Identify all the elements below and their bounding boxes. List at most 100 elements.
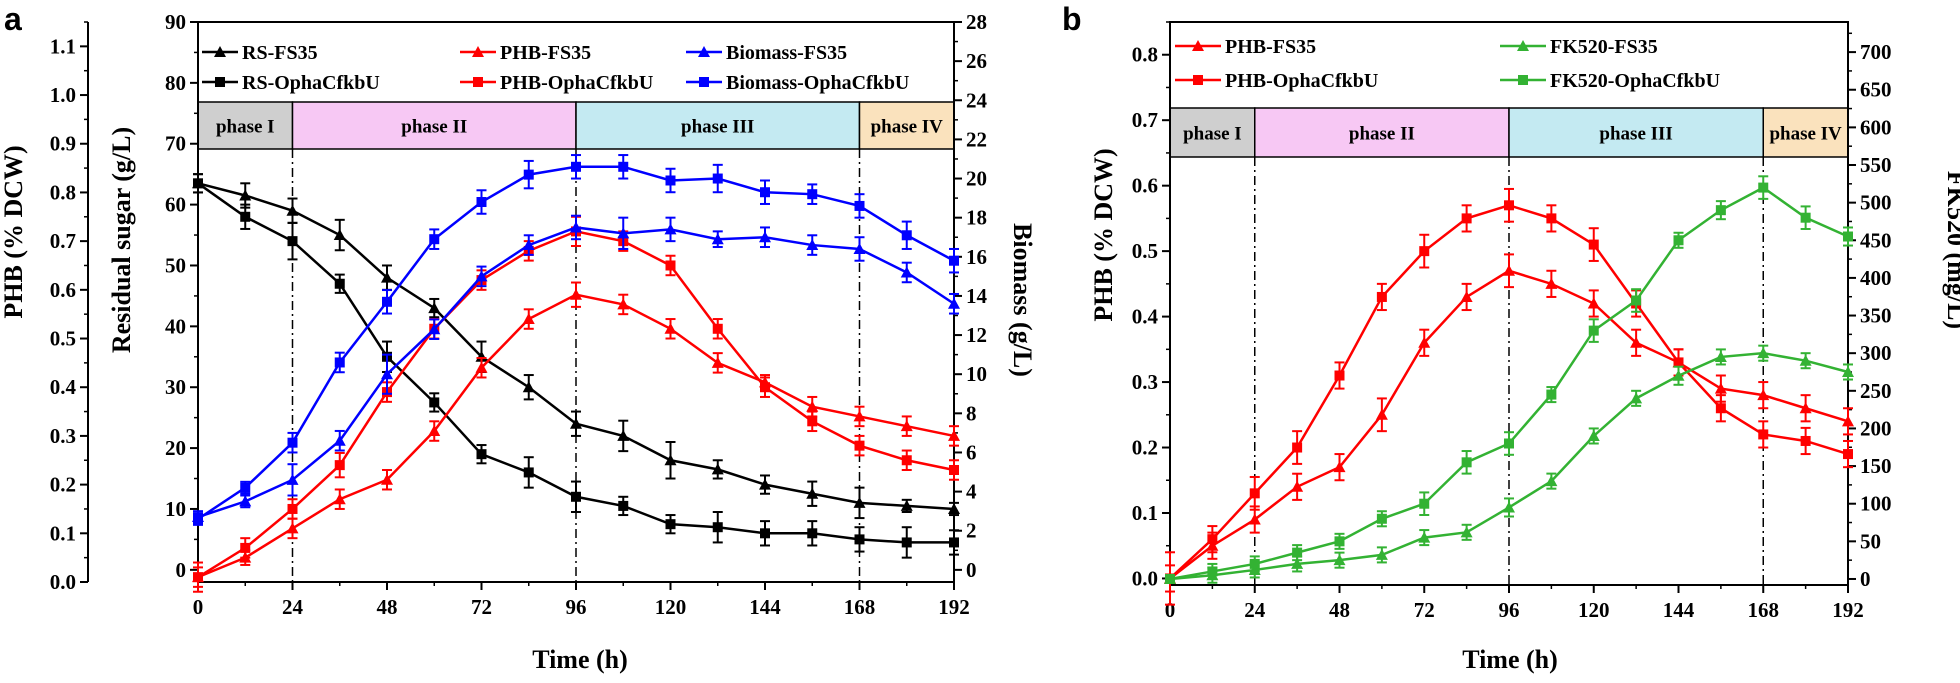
x-tick-label: 48	[1329, 598, 1350, 622]
data-point-Biomass-FS35	[239, 495, 252, 507]
phase-label-1: phase I	[216, 117, 275, 138]
legend-marker	[215, 77, 225, 87]
legend-label: PHB-OphaCfkbU	[1225, 70, 1378, 92]
data-point-PHB-OphaCfkbU	[1758, 429, 1769, 440]
data-point-FK520-FS35	[1587, 429, 1600, 441]
data-point-PHB-FS35	[1630, 336, 1643, 348]
data-point-Biomass-FS35	[381, 368, 393, 380]
data-point-FK520-FS35	[1757, 347, 1770, 359]
data-point-PHB-FS35	[381, 473, 393, 485]
fk-tick-label: 300	[1860, 341, 1892, 365]
data-point-FK520-OphaCfkbU	[1334, 536, 1345, 547]
biomass-tick-label: 24	[966, 88, 988, 112]
data-point-PHB-OphaCfkbU	[1715, 403, 1726, 414]
data-point-FK520-FS35	[1503, 501, 1515, 513]
data-point-PHB-FS35	[1460, 290, 1473, 302]
data-point-PHB-FS35	[1714, 382, 1727, 394]
phb-tick-label: 0.2	[1132, 436, 1158, 460]
data-point-Biomass-OphaCfkbU	[901, 230, 912, 241]
biomass-tick-label: 8	[966, 401, 977, 425]
data-point-RS-OphaCfkbU	[476, 449, 487, 460]
sugar-tick-label: 10	[165, 497, 186, 521]
fk-tick-label: 250	[1860, 379, 1892, 403]
legend-marker	[698, 46, 710, 57]
phase-label-1: phase I	[1183, 124, 1242, 145]
biomass-tick-label: 4	[966, 480, 977, 504]
phb-tick-label: 0.8	[1132, 43, 1158, 67]
data-point-PHB-FS35	[475, 361, 488, 373]
data-point-FK520-FS35	[1799, 354, 1812, 366]
phb-tick-label: 0.3	[50, 424, 76, 448]
data-point-Biomass-FS35	[570, 221, 582, 233]
data-point-FK520-FS35	[1375, 548, 1388, 560]
legend-label: PHB-OphaCfkbU	[500, 72, 653, 94]
data-point-Biomass-OphaCfkbU	[807, 189, 818, 200]
x-tick-label: 0	[193, 595, 204, 619]
phase-band-1	[1169, 107, 1256, 158]
data-point-PHB-FS35	[1291, 480, 1304, 492]
sugar-tick-label: 50	[165, 253, 186, 277]
data-point-RS-OphaCfkbU	[712, 522, 723, 533]
data-point-FK520-OphaCfkbU	[1292, 547, 1303, 558]
phb-tick-label: 0.5	[50, 327, 76, 351]
data-point-PHB-OphaCfkbU	[1334, 370, 1345, 381]
legend-item-PHB-FS35: PHB-FS35	[460, 42, 591, 64]
legend-label: RS-FS35	[242, 42, 318, 64]
biomass-tick-label: 28	[966, 10, 987, 34]
legend-marker	[1518, 75, 1528, 85]
x-tick-label: 144	[749, 595, 781, 619]
biomass-tick-label: 0	[966, 558, 977, 582]
fk-tick-label: 350	[1860, 304, 1892, 328]
fk-tick-label: 650	[1860, 78, 1892, 102]
fk-tick-label: 200	[1860, 416, 1892, 440]
data-point-PHB-FS35	[1418, 336, 1431, 348]
data-point-RS-FS35	[522, 381, 535, 393]
data-point-FK520-OphaCfkbU	[1673, 235, 1684, 246]
panel-b-x-axis-label: Time (h)	[1462, 645, 1558, 674]
data-point-Biomass-OphaCfkbU	[760, 187, 770, 198]
legend-label: PHB-FS35	[500, 42, 591, 64]
x-tick-label: 24	[282, 595, 304, 619]
data-point-RS-FS35	[853, 496, 866, 508]
x-tick-label: 72	[1414, 598, 1435, 622]
data-point-PHB-FS35	[948, 429, 960, 441]
data-point-Biomass-OphaCfkbU	[240, 482, 251, 493]
data-point-Biomass-FS35	[286, 473, 299, 485]
data-point-PHB-FS35	[1799, 402, 1812, 414]
data-point-RS-FS35	[381, 271, 393, 283]
data-point-PHB-OphaCfkbU	[240, 542, 251, 553]
data-point-PHB-FS35	[664, 322, 677, 334]
sugar-tick-label: 20	[165, 436, 186, 460]
data-point-PHB-OphaCfkbU	[287, 503, 298, 514]
data-point-RS-FS35	[759, 478, 771, 490]
phb-tick-label: 1.0	[50, 83, 76, 107]
data-point-Biomass-FS35	[428, 323, 441, 335]
data-point-PHB-OphaCfkbU	[1376, 291, 1387, 302]
data-point-PHB-FS35	[853, 410, 866, 422]
legend-marker	[1193, 75, 1203, 85]
legend-marker	[699, 77, 709, 87]
phase-band-4	[1762, 107, 1849, 158]
biomass-tick-label: 22	[966, 127, 987, 151]
fk-tick-label: 400	[1860, 266, 1892, 290]
data-point-RS-OphaCfkbU	[287, 236, 298, 247]
data-point-Biomass-FS35	[900, 266, 913, 278]
data-point-Biomass-OphaCfkbU	[334, 357, 345, 368]
data-point-PHB-OphaCfkbU	[712, 323, 723, 334]
data-point-FK520-FS35	[1333, 554, 1346, 566]
biomass-tick-label: 14	[966, 284, 988, 308]
biomass-tick-label: 10	[966, 362, 987, 386]
phb-tick-label: 0.4	[1132, 305, 1159, 329]
phase-label-2: phase II	[401, 117, 467, 138]
legend-item-Biomass-FS35: Biomass-FS35	[686, 42, 847, 64]
data-point-FK520-FS35	[1630, 392, 1643, 404]
x-tick-label: 24	[1244, 598, 1266, 622]
data-point-FK520-OphaCfkbU	[1843, 231, 1853, 242]
data-point-RS-OphaCfkbU	[523, 467, 534, 478]
data-point-RS-FS35	[617, 429, 630, 441]
data-point-RS-FS35	[475, 350, 488, 362]
fk-tick-label: 100	[1860, 492, 1892, 516]
phase-label-4: phase IV	[1769, 124, 1842, 145]
x-tick-label: 192	[938, 595, 970, 619]
data-point-FK520-OphaCfkbU	[1715, 205, 1726, 216]
